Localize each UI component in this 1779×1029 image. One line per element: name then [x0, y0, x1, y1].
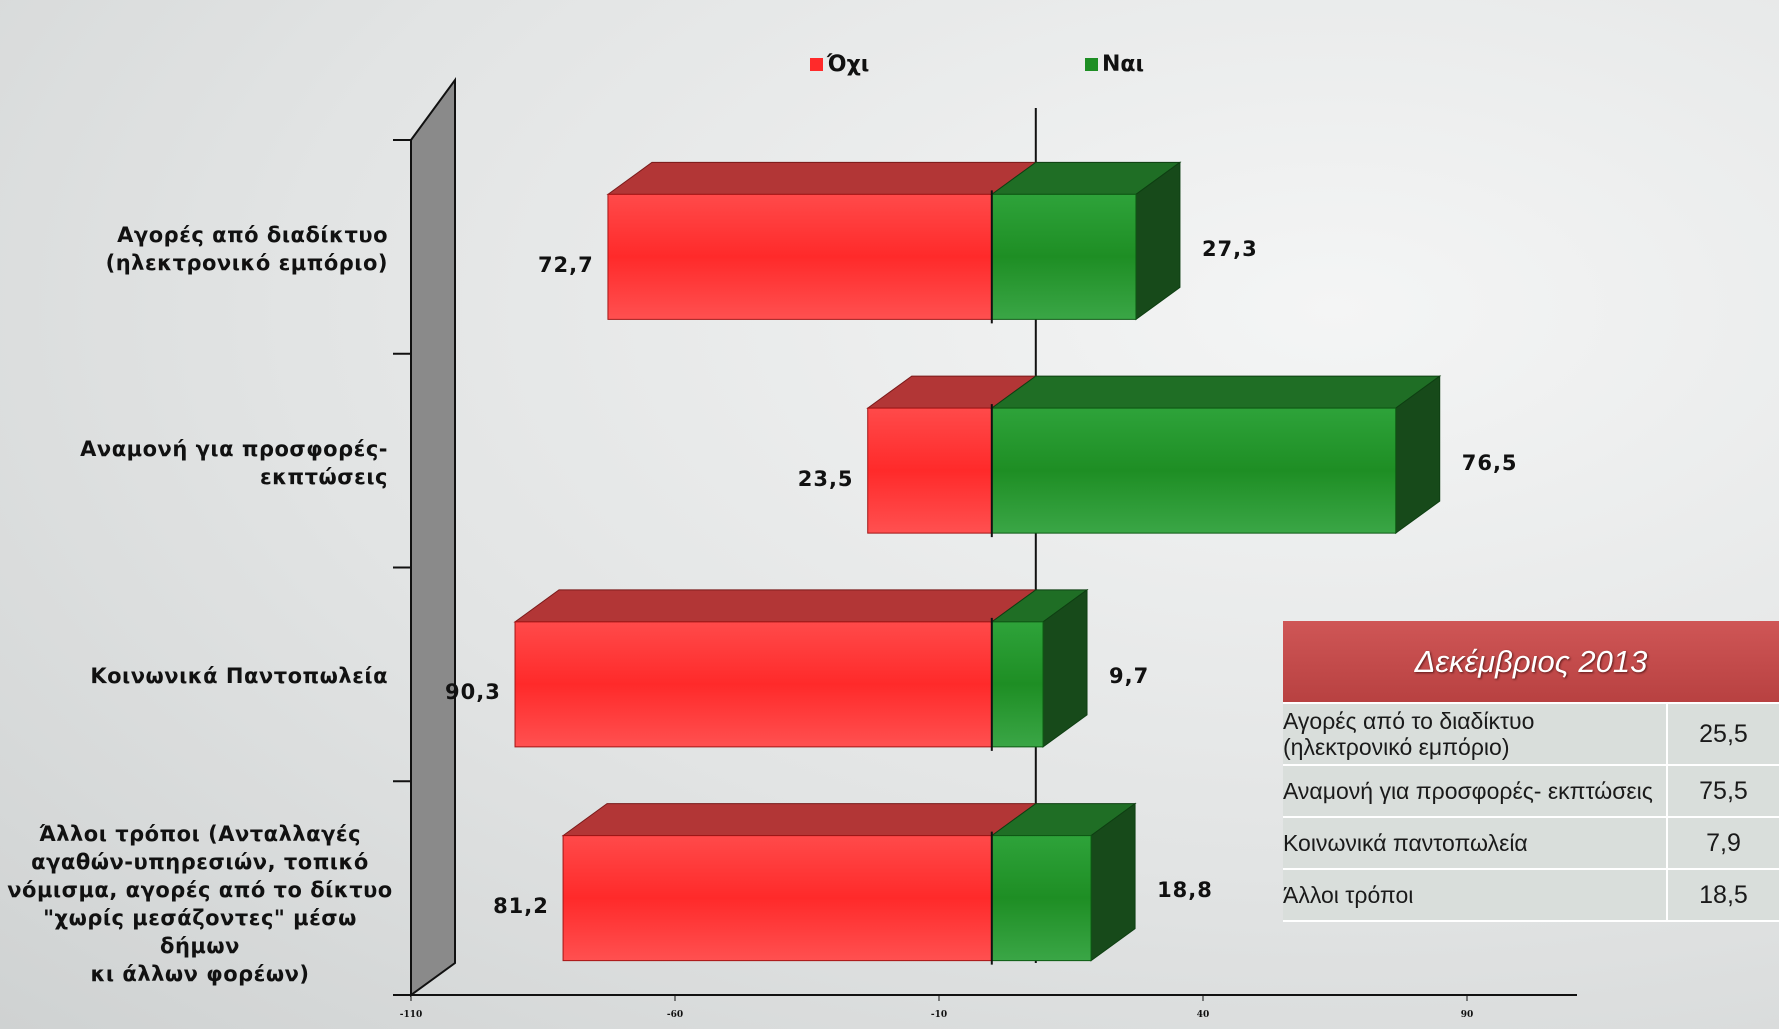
side-table-row-value: 75,5 [1699, 776, 1748, 805]
category-label-line: Κοινωνικά Παντοπωλεία [90, 664, 388, 689]
side-table-row-value: 7,9 [1706, 828, 1741, 857]
category-label-line: "χωρίς μεσάζοντες" μέσω δήμων [43, 906, 357, 959]
value-label-yes: 76,5 [1461, 450, 1518, 475]
legend-swatch-yes [1085, 58, 1098, 71]
bar-no [514, 621, 993, 748]
category-label-line: Άλλοι τρόποι (Ανταλλαγές [38, 822, 362, 847]
x-tick-label: 90 [1461, 1010, 1474, 1020]
value-label-yes: 27,3 [1201, 236, 1258, 261]
category-label-line: (ηλεκτρονικό εμπόριο) [105, 250, 388, 275]
side-table-title: Δεκέμβριος 2013 [1283, 621, 1779, 704]
legend-swatch-no [810, 58, 823, 71]
bar-yes [991, 407, 1397, 534]
x-tick-label: -10 [931, 1010, 947, 1020]
value-label-yes: 18,8 [1157, 878, 1213, 903]
category-label: Αναμονή για προσφορές-εκπτώσεις [0, 435, 388, 491]
side-table-row: Άλλοι τρόποι 18,5 [1283, 870, 1779, 922]
bar-no-top [561, 803, 1038, 837]
side-table-row-value: 25,5 [1699, 719, 1748, 748]
value-label-yes: 9,7 [1109, 664, 1150, 689]
category-label: Άλλοι τρόποι (Ανταλλαγές αγαθών-υπηρεσιών… [0, 820, 400, 988]
value-label-no: 90,3 [445, 680, 501, 705]
side-table-row-value: 18,5 [1699, 880, 1748, 909]
left-wall [410, 76, 456, 997]
bar-no [867, 407, 993, 534]
bar-yes [991, 835, 1092, 962]
side-table-row-label: Κοινωνικά παντοπωλεία [1283, 818, 1668, 868]
x-tick-label: -60 [667, 1010, 683, 1020]
side-table-row: Αγορές από το διαδίκτυο (ηλεκτρονικό εμπ… [1283, 704, 1779, 766]
bar-no-top [513, 589, 1038, 623]
x-tick-label: -110 [400, 1010, 423, 1020]
side-table-row-label: Αναμονή για προσφορές- εκπτώσεις [1283, 766, 1668, 816]
bar-no [562, 835, 993, 962]
side-table-row-label: Άλλοι τρόποι [1283, 870, 1668, 920]
value-label-no: 81,2 [493, 894, 549, 919]
category-label: Κοινωνικά Παντοπωλεία [0, 662, 388, 690]
x-tick-label: 40 [1197, 1010, 1210, 1020]
value-label-no: 23,5 [797, 466, 854, 491]
category-label-line: νόμισμα, αγορές από το δίκτυο [7, 878, 393, 903]
side-table-row-label: Αγορές από το διαδίκτυο (ηλεκτρονικό εμπ… [1283, 704, 1668, 764]
side-table-row: Αναμονή για προσφορές- εκπτώσεις 75,5 [1283, 766, 1779, 818]
value-label-no: 72,7 [537, 252, 594, 277]
category-label: Αγορές από διαδίκτυο (ηλεκτρονικό εμπόριο… [0, 221, 388, 277]
legend-item-no: Όχι [810, 52, 869, 77]
bar-yes [991, 621, 1044, 748]
legend-item-yes: Ναι [1085, 52, 1144, 77]
side-table-row-label-line: (ηλεκτρονικό εμπόριο) [1283, 734, 1510, 760]
category-label-line: Αγορές από διαδίκτυο [117, 222, 388, 247]
side-table-row: Κοινωνικά παντοπωλεία 7,9 [1283, 818, 1779, 870]
bar-no [607, 193, 993, 320]
legend-label-no: Όχι [827, 52, 870, 77]
category-label-line: Αναμονή για προσφορές- [80, 436, 388, 461]
bar-yes-top [990, 375, 1442, 409]
category-label-line: κι άλλων φορέων) [90, 962, 310, 987]
legend-label-yes: Ναι [1102, 52, 1145, 77]
bar-no-top [606, 161, 1038, 195]
side-table-row-label-line: Αγορές από το διαδίκτυο [1283, 708, 1535, 734]
category-label-line: αγαθών-υπηρεσιών, τοπικό [31, 850, 369, 875]
category-label-line: εκπτώσεις [259, 464, 388, 489]
bar-yes [991, 193, 1137, 320]
side-table: Δεκέμβριος 2013 Αγορές από το διαδίκτυο … [1283, 621, 1779, 922]
